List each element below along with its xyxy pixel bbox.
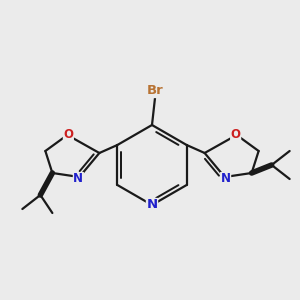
Text: N: N — [74, 172, 83, 185]
Text: N: N — [220, 172, 231, 185]
Text: Br: Br — [147, 85, 164, 98]
Text: N: N — [146, 199, 158, 212]
Text: O: O — [63, 128, 74, 140]
Text: O: O — [231, 128, 241, 140]
